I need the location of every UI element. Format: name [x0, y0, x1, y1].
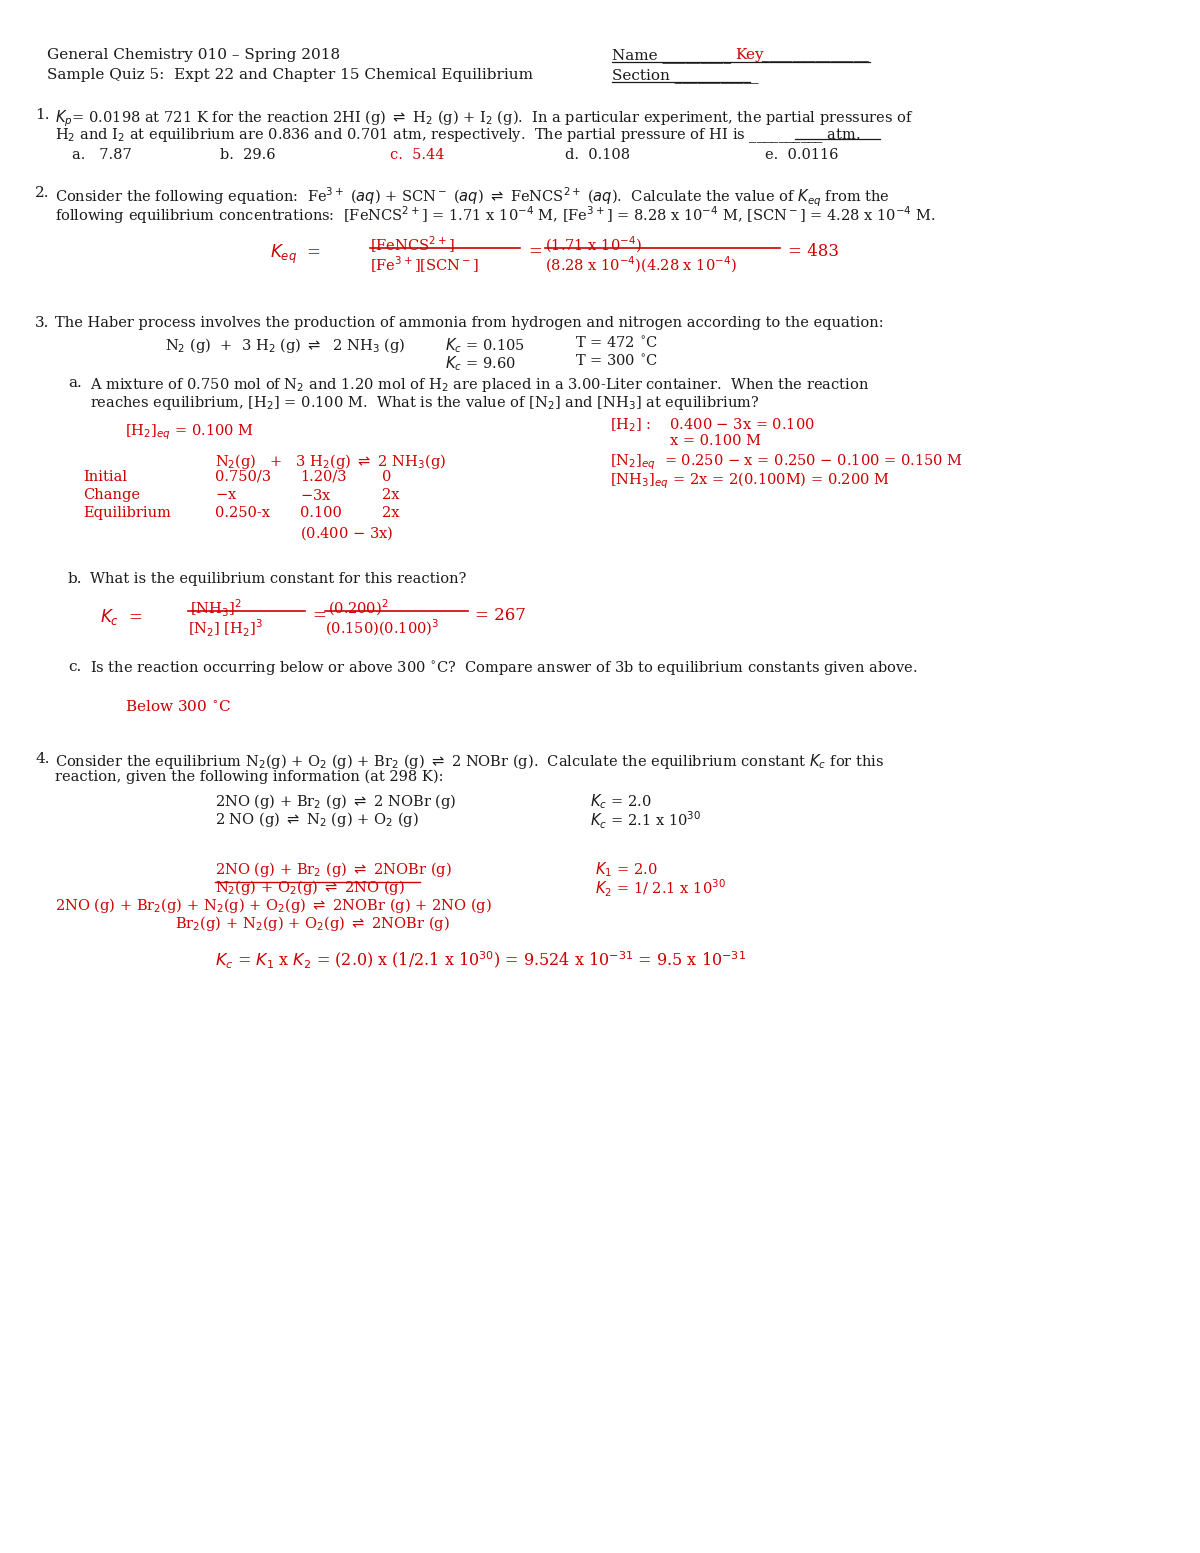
- Text: $K_p$= 0.0198 at 721 K for the reaction 2HI (g) $\rightleftharpoons$ H$_2$ (g) +: $K_p$= 0.0198 at 721 K for the reaction …: [55, 109, 913, 129]
- Text: [N$_2$]$_{eq}$  = 0.250 $-$ x = 0.250 $-$ 0.100 = 0.150 M: [N$_2$]$_{eq}$ = 0.250 $-$ x = 0.250 $-$…: [610, 452, 962, 472]
- Text: $K_c$ = 0.105: $K_c$ = 0.105: [445, 335, 524, 354]
- Text: $K_c$ = $K_1$ x $K_2$ = (2.0) x (1/2.1 x 10$^{30}$) = 9.524 x 10$^{-31}$ = 9.5 x: $K_c$ = $K_1$ x $K_2$ = (2.0) x (1/2.1 x…: [215, 950, 746, 971]
- Text: $K_1$ = 2.0: $K_1$ = 2.0: [595, 860, 658, 879]
- Text: Consider the following equation:  Fe$^{3+}$ ($aq$) + SCN$^-$ ($aq$) $\rightlefth: Consider the following equation: Fe$^{3+…: [55, 186, 890, 210]
- Text: 2x: 2x: [382, 506, 400, 520]
- Text: $K_{eq}$  =: $K_{eq}$ =: [270, 242, 320, 266]
- Text: 3.: 3.: [35, 315, 49, 329]
- Text: General Chemistry 010 – Spring 2018: General Chemistry 010 – Spring 2018: [47, 48, 340, 62]
- Text: = 483: = 483: [788, 242, 839, 259]
- Text: 0: 0: [382, 471, 391, 485]
- Text: [NH$_3$]$^2$: [NH$_3$]$^2$: [190, 598, 241, 620]
- Text: b.  29.6: b. 29.6: [220, 148, 276, 162]
- Text: 2.: 2.: [35, 186, 49, 200]
- Text: =: =: [312, 607, 326, 624]
- Text: [H$_2$]$_{eq}$ = 0.100 M: [H$_2$]$_{eq}$ = 0.100 M: [125, 422, 254, 441]
- Text: 0.250-x: 0.250-x: [215, 506, 270, 520]
- Text: 2NO (g) + Br$_2$(g) + N$_2$(g) + O$_2$(g) $\rightleftharpoons$ 2NOBr (g) + 2NO (: 2NO (g) + Br$_2$(g) + N$_2$(g) + O$_2$(g…: [55, 896, 492, 915]
- Text: Key: Key: [734, 48, 763, 62]
- Text: (0.400 $-$ 3x): (0.400 $-$ 3x): [300, 523, 394, 542]
- Text: Consider the equilibrium N$_2$(g) + O$_2$ (g) + Br$_2$ (g) $\rightleftharpoons$ : Consider the equilibrium N$_2$(g) + O$_2…: [55, 752, 884, 770]
- Text: b.: b.: [68, 572, 83, 585]
- Text: N$_2$ (g)  +  3 H$_2$ (g) $\rightleftharpoons$  2 NH$_3$ (g): N$_2$ (g) + 3 H$_2$ (g) $\rightleftharpo…: [166, 335, 406, 356]
- Text: N$_2$(g) + O$_2$(g) $\rightleftharpoons$ 2NO (g): N$_2$(g) + O$_2$(g) $\rightleftharpoons$…: [215, 877, 404, 898]
- Text: e.  0.0116: e. 0.0116: [766, 148, 839, 162]
- Text: a.: a.: [68, 376, 82, 390]
- Text: [N$_2$] [H$_2$]$^3$: [N$_2$] [H$_2$]$^3$: [188, 618, 263, 640]
- Text: a.   7.87: a. 7.87: [72, 148, 132, 162]
- Text: x = 0.100 M: x = 0.100 M: [670, 433, 761, 447]
- Text: N$_2$(g)   +   3 H$_2$(g) $\rightleftharpoons$ 2 NH$_3$(g): N$_2$(g) + 3 H$_2$(g) $\rightleftharpoon…: [215, 452, 446, 471]
- Text: T = 300 $^{\circ}$C: T = 300 $^{\circ}$C: [575, 354, 659, 370]
- Text: Change: Change: [83, 488, 140, 502]
- Text: Section ___________: Section ___________: [612, 68, 758, 82]
- Text: $-$x: $-$x: [215, 488, 238, 502]
- Text: 2NO (g) + Br$_2$ (g) $\rightleftharpoons$ 2 NOBr (g): 2NO (g) + Br$_2$ (g) $\rightleftharpoons…: [215, 792, 456, 811]
- Text: Below 300 $^{\circ}$C: Below 300 $^{\circ}$C: [125, 700, 232, 716]
- Text: $K_c$ = 9.60: $K_c$ = 9.60: [445, 354, 516, 373]
- Text: (0.200)$^2$: (0.200)$^2$: [328, 598, 389, 618]
- Text: H$_2$ and I$_2$ at equilibrium are 0.836 and 0.701 atm, respectively.  The parti: H$_2$ and I$_2$ at equilibrium are 0.836…: [55, 126, 860, 144]
- Text: 2 NO (g) $\rightleftharpoons$ N$_2$ (g) + O$_2$ (g): 2 NO (g) $\rightleftharpoons$ N$_2$ (g) …: [215, 811, 419, 829]
- Text: (0.150)(0.100)$^3$: (0.150)(0.100)$^3$: [325, 618, 439, 638]
- Text: $K_c$  =: $K_c$ =: [100, 607, 143, 627]
- Text: 1.: 1.: [35, 109, 49, 123]
- Text: Sample Quiz 5:  Expt 22 and Chapter 15 Chemical Equilibrium: Sample Quiz 5: Expt 22 and Chapter 15 Ch…: [47, 68, 533, 82]
- Text: [NH$_3$]$_{eq}$ = 2x = 2(0.100M) = 0.200 M: [NH$_3$]$_{eq}$ = 2x = 2(0.100M) = 0.200…: [610, 471, 889, 491]
- Text: Name _________: Name _________: [612, 48, 731, 62]
- Text: 0.750/3: 0.750/3: [215, 471, 271, 485]
- Text: = 267: = 267: [475, 607, 526, 624]
- Text: Equilibrium: Equilibrium: [83, 506, 170, 520]
- Text: (8.28 x 10$^{-4}$)(4.28 x 10$^{-4}$): (8.28 x 10$^{-4}$)(4.28 x 10$^{-4}$): [545, 255, 737, 275]
- Text: following equilibrium concentrations:  [FeNCS$^{2+}$] = 1.71 x 10$^{-4}$ M, [Fe$: following equilibrium concentrations: [F…: [55, 203, 936, 225]
- Text: reaches equilibrium, [H$_2$] = 0.100 M.  What is the value of [N$_2$] and [NH$_3: reaches equilibrium, [H$_2$] = 0.100 M. …: [90, 394, 760, 412]
- Text: 2NO (g) + Br$_2$ (g) $\rightleftharpoons$ 2NOBr (g): 2NO (g) + Br$_2$ (g) $\rightleftharpoons…: [215, 860, 451, 879]
- Text: reaction, given the following information (at 298 K):: reaction, given the following informatio…: [55, 770, 444, 784]
- Text: A mixture of 0.750 mol of N$_2$ and 1.20 mol of H$_2$ are placed in a 3.00-Liter: A mixture of 0.750 mol of N$_2$ and 1.20…: [90, 376, 869, 394]
- Text: Is the reaction occurring below or above 300 $^{\circ}$C?  Compare answer of 3b : Is the reaction occurring below or above…: [90, 660, 917, 679]
- Text: Initial: Initial: [83, 471, 127, 485]
- Text: $K_2$ = 1/ 2.1 x 10$^{30}$: $K_2$ = 1/ 2.1 x 10$^{30}$: [595, 877, 726, 899]
- Text: 1.20/3: 1.20/3: [300, 471, 347, 485]
- Text: =: =: [528, 242, 542, 259]
- Text: $K_c$ = 2.1 x 10$^{30}$: $K_c$ = 2.1 x 10$^{30}$: [590, 811, 701, 831]
- Text: 4.: 4.: [35, 752, 49, 766]
- Text: [Fe$^{3+}$][SCN$^-$]: [Fe$^{3+}$][SCN$^-$]: [370, 255, 479, 275]
- Text: What is the equilibrium constant for this reaction?: What is the equilibrium constant for thi…: [90, 572, 467, 585]
- Text: [H$_2$] :    0.400 $-$ 3x = 0.100: [H$_2$] : 0.400 $-$ 3x = 0.100: [610, 416, 815, 433]
- Text: 2x: 2x: [382, 488, 400, 502]
- Text: c.: c.: [68, 660, 82, 674]
- Text: Br$_2$(g) + N$_2$(g) + O$_2$(g) $\rightleftharpoons$ 2NOBr (g): Br$_2$(g) + N$_2$(g) + O$_2$(g) $\rightl…: [175, 915, 450, 933]
- Text: c.  5.44: c. 5.44: [390, 148, 444, 162]
- Text: d.  0.108: d. 0.108: [565, 148, 630, 162]
- Text: [FeNCS$^{2+}$]: [FeNCS$^{2+}$]: [370, 235, 455, 255]
- Text: 0.100: 0.100: [300, 506, 342, 520]
- Text: $K_c$ = 2.0: $K_c$ = 2.0: [590, 792, 652, 811]
- Text: ______________: ______________: [762, 48, 869, 62]
- Text: $-$3x: $-$3x: [300, 488, 331, 503]
- Text: T = 472 $^{\circ}$C: T = 472 $^{\circ}$C: [575, 335, 659, 351]
- Text: (1.71 x 10$^{-4}$): (1.71 x 10$^{-4}$): [545, 235, 642, 255]
- Text: The Haber process involves the production of ammonia from hydrogen and nitrogen : The Haber process involves the productio…: [55, 315, 883, 329]
